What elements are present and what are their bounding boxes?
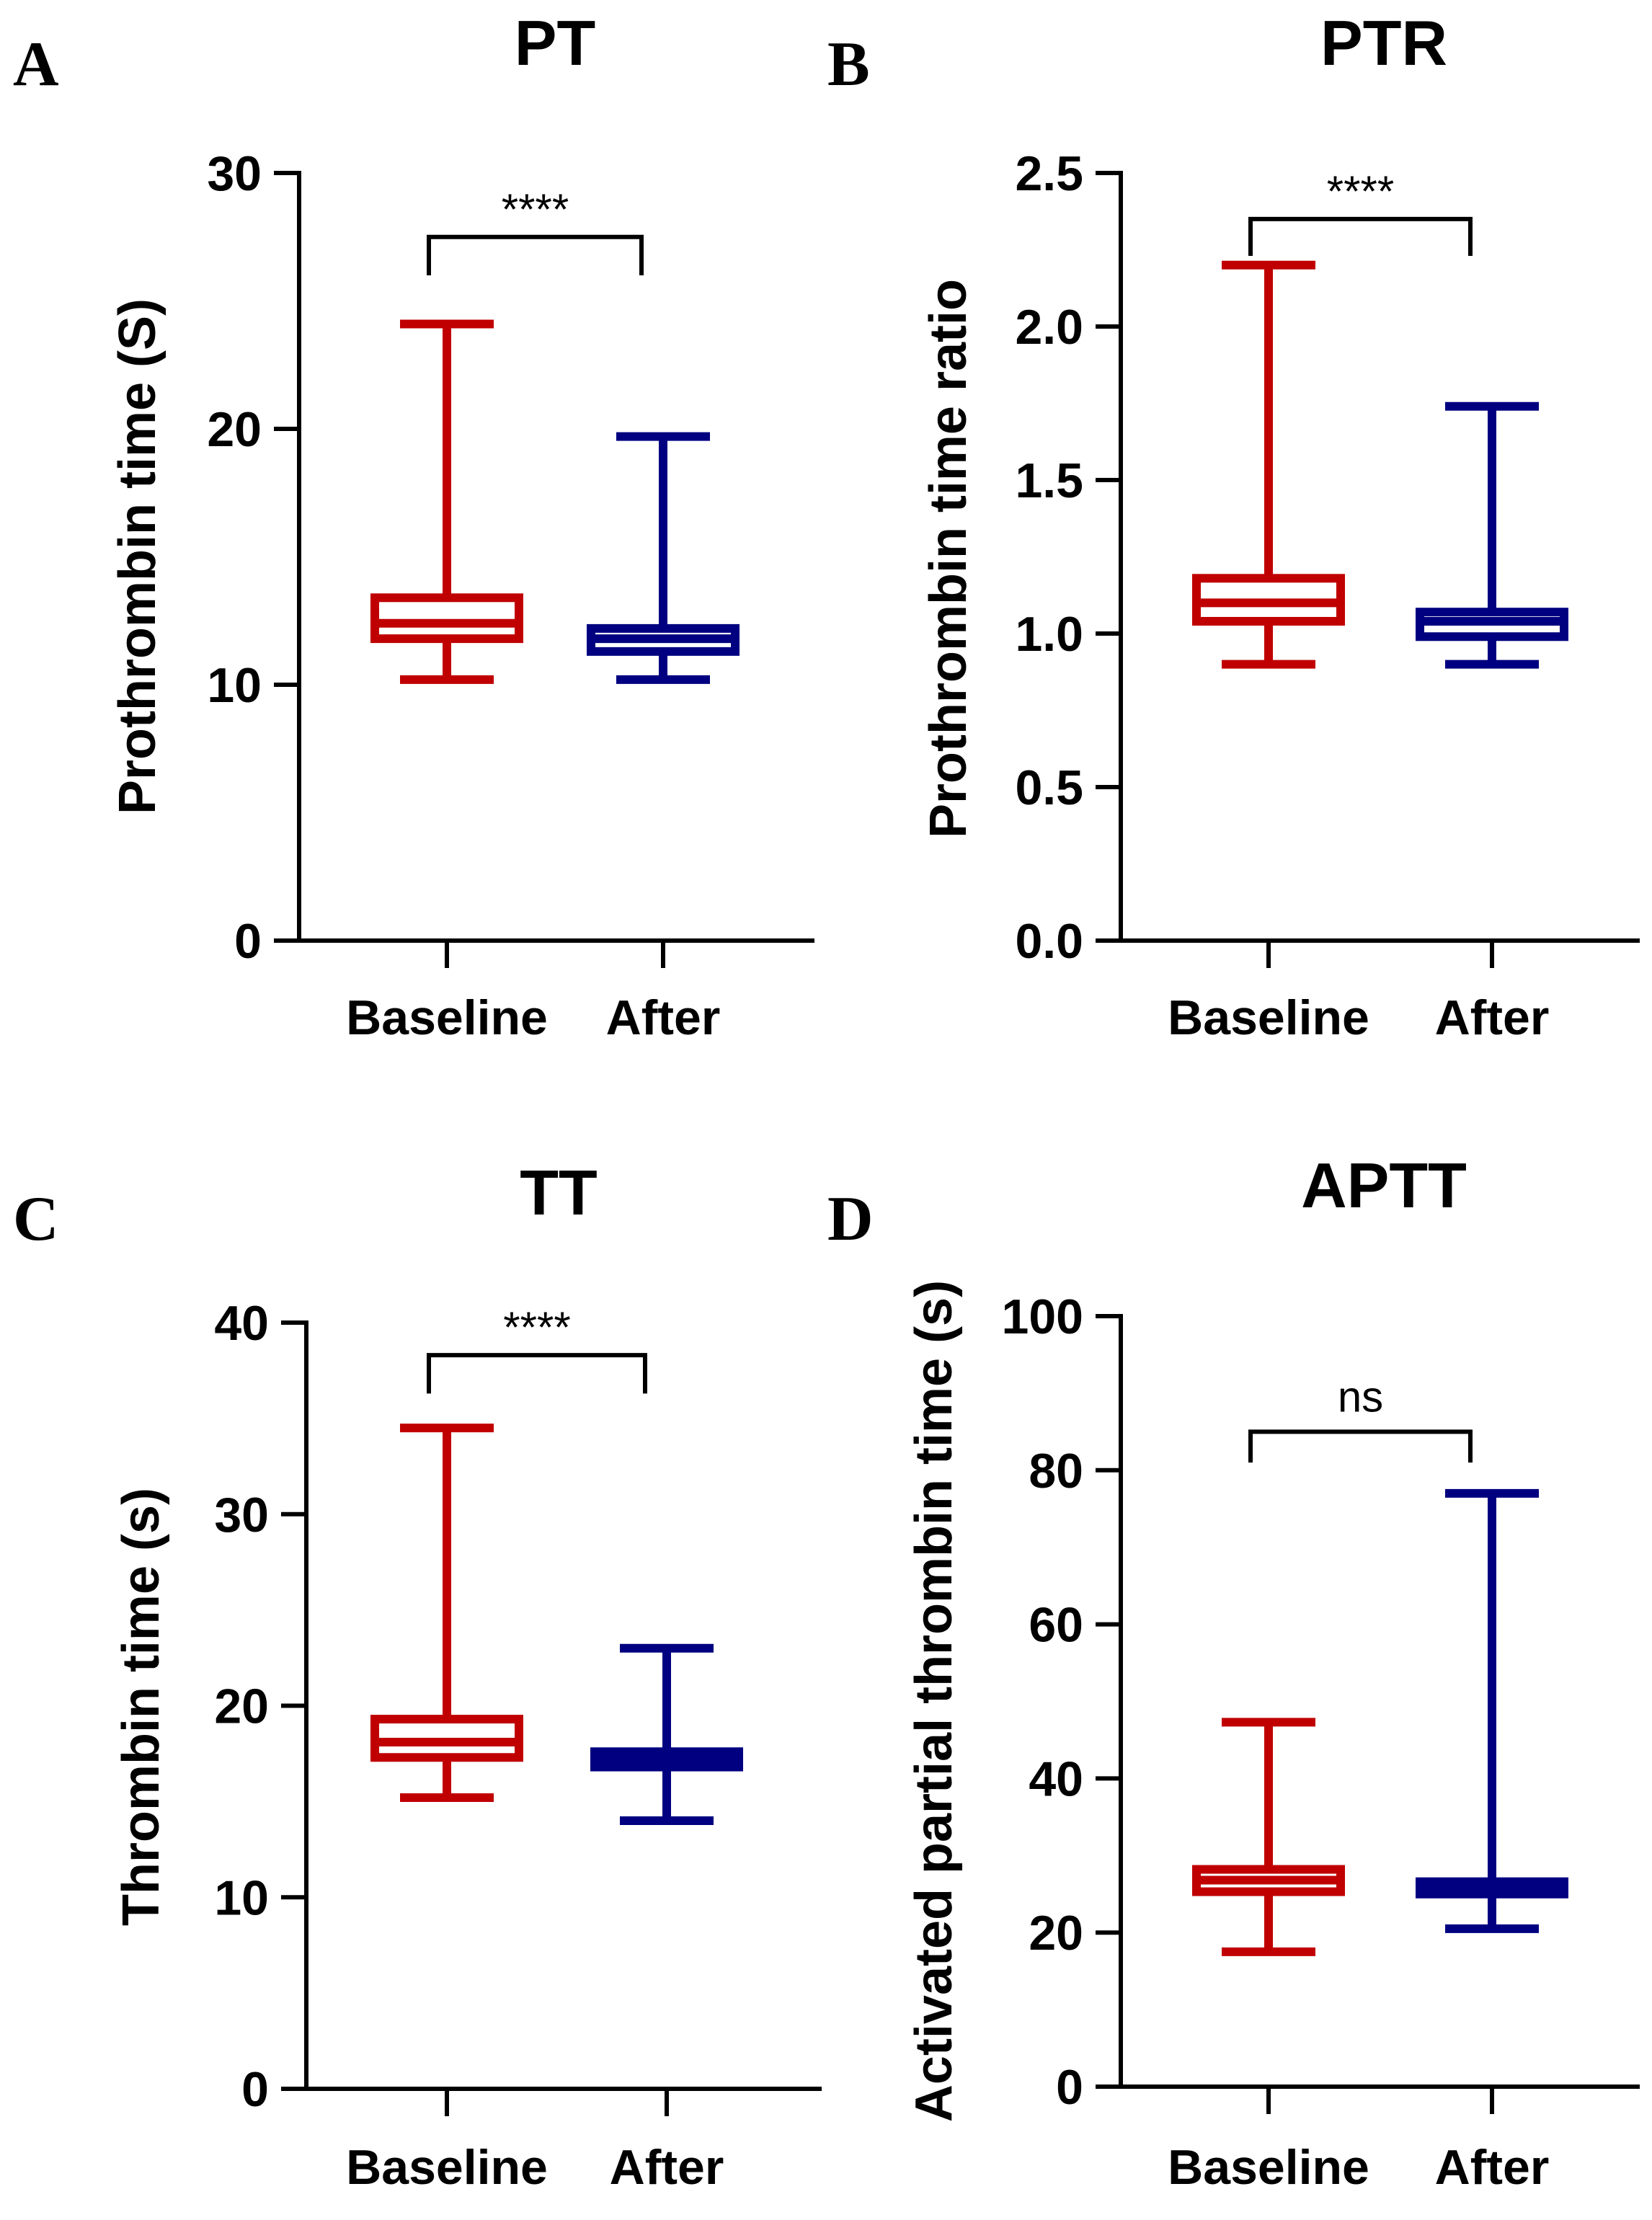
y-tick-label: 30 (207, 146, 262, 201)
panel-letter: D (827, 1184, 874, 1254)
y-tick-label: 60 (1029, 1598, 1083, 1653)
y-tick-label: 2.5 (1015, 146, 1083, 201)
panel-title: PT (515, 7, 595, 79)
panel-letter: A (13, 30, 59, 99)
y-tick-label: 30 (214, 1488, 269, 1542)
category-label: Baseline (1168, 990, 1369, 1045)
y-tick-label: 10 (207, 658, 262, 713)
y-axis-label: Prothrombin time (S) (109, 298, 166, 814)
y-tick-label: 0 (234, 914, 262, 969)
y-tick-label: 1.5 (1015, 453, 1083, 508)
box-after (590, 1643, 743, 1825)
y-tick-label: 20 (207, 402, 262, 457)
y-axis-label: Thrombin time (s) (112, 1488, 170, 1926)
panel-title: TT (520, 1157, 598, 1228)
significance-label: **** (1327, 167, 1394, 216)
panel-b: B PTR Prothrombin time ratio 0.0 0.5 1.0 1.5 2.… (827, 7, 1640, 1045)
y-axis-label: Activated partial thrombin time (s) (905, 1280, 963, 2122)
y-tick-label: 1.0 (1015, 607, 1083, 662)
y-tick-label: 2.0 (1015, 300, 1083, 355)
category-label: After (610, 2140, 724, 2195)
y-tick-label: 0 (1056, 2060, 1083, 2115)
y-tick-label: 0.5 (1015, 760, 1083, 815)
category-label: Baseline (346, 990, 548, 1045)
significance-bracket (1248, 216, 1473, 257)
panel-a: A PT Prothrombin time (S) 0 10 20 30 Baseline Af… (13, 7, 814, 1045)
y-tick-label: 80 (1029, 1444, 1083, 1498)
box-baseline (1192, 1718, 1345, 1956)
panel-title: APTT (1301, 1150, 1467, 1221)
panel-letter: B (827, 30, 870, 99)
category-label: Baseline (346, 2140, 548, 2195)
category-label: After (1435, 990, 1550, 1045)
category-label: After (1435, 2140, 1550, 2195)
significance-bracket (427, 234, 644, 275)
category-label: After (606, 990, 721, 1045)
y-tick-label: 100 (1002, 1289, 1083, 1344)
y-tick-label: 10 (214, 1870, 269, 1925)
y-axis-label: Prothrombin time ratio (920, 279, 977, 838)
y-tick-label: 40 (214, 1296, 269, 1351)
iqr-box (370, 593, 523, 644)
significance-bracket (427, 1353, 647, 1394)
significance-label: ns (1338, 1372, 1383, 1421)
panel-c: C TT Thrombin time (s) 0 10 20 30 40 Baseline Aft… (13, 1157, 822, 2195)
box-baseline (1192, 260, 1345, 669)
y-tick-label: 0 (241, 2062, 269, 2117)
box-after (1416, 1488, 1568, 1933)
significance-label: **** (502, 185, 569, 234)
category-label: Baseline (1168, 2140, 1369, 2195)
panel-d: D APTT Activated partial thrombin time (s)… (827, 1150, 1640, 2195)
panel-title: PTR (1320, 7, 1447, 79)
box-baseline (370, 319, 523, 684)
y-tick-label: 40 (1029, 1751, 1083, 1806)
panel-letter: C (13, 1184, 59, 1254)
y-tick-label: 20 (1029, 1906, 1083, 1961)
significance-label: **** (503, 1303, 570, 1351)
box-baseline (370, 1424, 523, 1803)
box-after (587, 432, 740, 684)
significance-bracket (1248, 1429, 1473, 1463)
y-tick-label: 0.0 (1015, 914, 1083, 969)
box-after (1416, 401, 1568, 669)
y-tick-label: 20 (214, 1679, 269, 1734)
